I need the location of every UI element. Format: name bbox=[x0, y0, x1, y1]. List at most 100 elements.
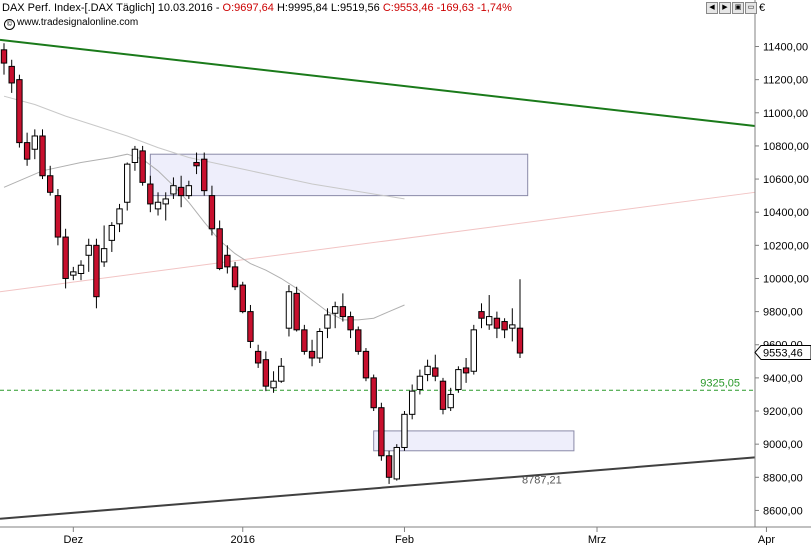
candle-down[interactable] bbox=[0, 49, 8, 64]
maximize-button[interactable]: ▣ bbox=[732, 2, 744, 14]
candle-up[interactable] bbox=[77, 264, 85, 275]
resistance-zone bbox=[373, 430, 575, 452]
trendline-lower bbox=[0, 456, 756, 520]
candle-up[interactable] bbox=[154, 201, 162, 210]
candle-up[interactable] bbox=[485, 316, 493, 326]
support-label: 9325,05 bbox=[700, 377, 740, 389]
source-text: www.tradesignalonline.com bbox=[17, 17, 139, 28]
candle-up[interactable] bbox=[470, 329, 477, 372]
candle-down[interactable] bbox=[177, 186, 185, 197]
scroll-left-button[interactable]: ◀ bbox=[706, 2, 718, 14]
y-tick-label: 9000,00 bbox=[763, 439, 803, 451]
candle-down[interactable] bbox=[239, 284, 246, 313]
candle-up[interactable] bbox=[100, 248, 108, 263]
source-label: © www.tradesignalonline.com bbox=[4, 17, 138, 30]
candle-down[interactable] bbox=[16, 79, 23, 144]
candle-up[interactable] bbox=[116, 208, 123, 225]
candle-down[interactable] bbox=[193, 161, 200, 167]
candle-up[interactable] bbox=[285, 291, 293, 329]
x-tick-label: Feb bbox=[395, 534, 414, 545]
date-label: 10.03.2016 bbox=[157, 2, 213, 14]
candle-down[interactable] bbox=[347, 316, 354, 331]
candle-down[interactable] bbox=[462, 367, 470, 374]
y-tick-label: 11400,00 bbox=[763, 42, 808, 54]
candle-down[interactable] bbox=[432, 367, 439, 377]
candle-down[interactable] bbox=[493, 317, 501, 329]
y-tick-label: 11000,00 bbox=[763, 108, 808, 120]
candle-down[interactable] bbox=[224, 254, 231, 268]
candle-up[interactable] bbox=[324, 314, 331, 329]
candle-up[interactable] bbox=[278, 365, 285, 382]
candle-down[interactable] bbox=[308, 350, 316, 359]
candle-down[interactable] bbox=[355, 329, 362, 352]
close-value: C:9553,46 -169,63 -1,74% bbox=[382, 2, 512, 14]
candle-down[interactable] bbox=[93, 244, 100, 298]
candle-up[interactable] bbox=[393, 446, 400, 480]
low-label: 8787,21 bbox=[522, 474, 562, 486]
open-value: O:9697,64 bbox=[222, 2, 274, 14]
candle-up[interactable] bbox=[70, 271, 77, 276]
y-tick-label: 9800,00 bbox=[763, 307, 803, 319]
candle-up[interactable] bbox=[509, 324, 516, 329]
candle-layer[interactable] bbox=[0, 43, 524, 484]
candle-down[interactable] bbox=[478, 311, 485, 319]
x-tick-label: Apr bbox=[758, 534, 775, 545]
candle-down[interactable] bbox=[62, 236, 69, 279]
candle-up[interactable] bbox=[108, 224, 116, 241]
candle-up[interactable] bbox=[131, 148, 139, 163]
copyright-icon: © bbox=[4, 19, 15, 30]
candle-down[interactable] bbox=[201, 158, 208, 192]
candle-down[interactable] bbox=[439, 380, 447, 410]
chart-header: DAX Perf. Index-[.DAX Täglich] 10.03.201… bbox=[2, 2, 512, 14]
low-value: L:9519,56 bbox=[330, 2, 380, 14]
candle-down[interactable] bbox=[501, 321, 508, 331]
candle-down[interactable] bbox=[378, 407, 385, 457]
candle-down[interactable] bbox=[23, 142, 31, 160]
label-layer: 9325,05 8787,21 9553,46 bbox=[522, 344, 811, 486]
candle-up[interactable] bbox=[401, 413, 408, 448]
y-tick-label: 8600,00 bbox=[763, 505, 803, 517]
candle-up[interactable] bbox=[170, 185, 177, 195]
candle-down[interactable] bbox=[262, 359, 270, 387]
candle-down[interactable] bbox=[139, 150, 146, 183]
candle-down[interactable] bbox=[362, 350, 370, 379]
candle-down[interactable] bbox=[208, 195, 216, 230]
y-tick-label: 10200,00 bbox=[763, 240, 809, 252]
candle-down[interactable] bbox=[301, 329, 308, 352]
y-tick-label: 9400,00 bbox=[763, 373, 803, 385]
candle-up[interactable] bbox=[447, 393, 454, 409]
candle-down[interactable] bbox=[516, 327, 524, 354]
candle-down[interactable] bbox=[216, 228, 223, 270]
scroll-right-button[interactable]: ▶ bbox=[719, 2, 731, 14]
candle-up[interactable] bbox=[316, 330, 323, 359]
x-tick-label: Dez bbox=[64, 534, 84, 545]
candle-up[interactable] bbox=[124, 163, 131, 203]
candle-up[interactable] bbox=[455, 369, 462, 390]
y-tick-label: 8800,00 bbox=[763, 472, 803, 484]
y-tick-label: 10600,00 bbox=[763, 174, 809, 186]
candle-down[interactable] bbox=[293, 292, 300, 331]
candle-down[interactable] bbox=[147, 183, 154, 205]
candle-down[interactable] bbox=[8, 65, 15, 84]
candle-up[interactable] bbox=[424, 365, 431, 376]
candle-up[interactable] bbox=[331, 306, 339, 314]
candle-up[interactable] bbox=[162, 198, 169, 205]
candle-up[interactable] bbox=[31, 135, 39, 150]
candle-down[interactable] bbox=[231, 266, 239, 288]
restore-button[interactable]: ▭ bbox=[745, 2, 757, 14]
candle-up[interactable] bbox=[416, 375, 424, 390]
candle-down[interactable] bbox=[385, 455, 393, 478]
candle-up[interactable] bbox=[408, 390, 416, 415]
candle-down[interactable] bbox=[247, 311, 254, 342]
candle-down[interactable] bbox=[47, 175, 54, 193]
candle-up[interactable] bbox=[270, 380, 277, 389]
candle-down[interactable] bbox=[339, 306, 347, 318]
candle-down[interactable] bbox=[54, 195, 62, 238]
y-tick-label: 10800,00 bbox=[763, 141, 809, 153]
candle-up[interactable] bbox=[85, 244, 92, 256]
candle-down[interactable] bbox=[254, 350, 262, 364]
candle-down[interactable] bbox=[39, 135, 46, 177]
candle-down[interactable] bbox=[370, 377, 377, 409]
candle-up[interactable] bbox=[185, 185, 193, 197]
